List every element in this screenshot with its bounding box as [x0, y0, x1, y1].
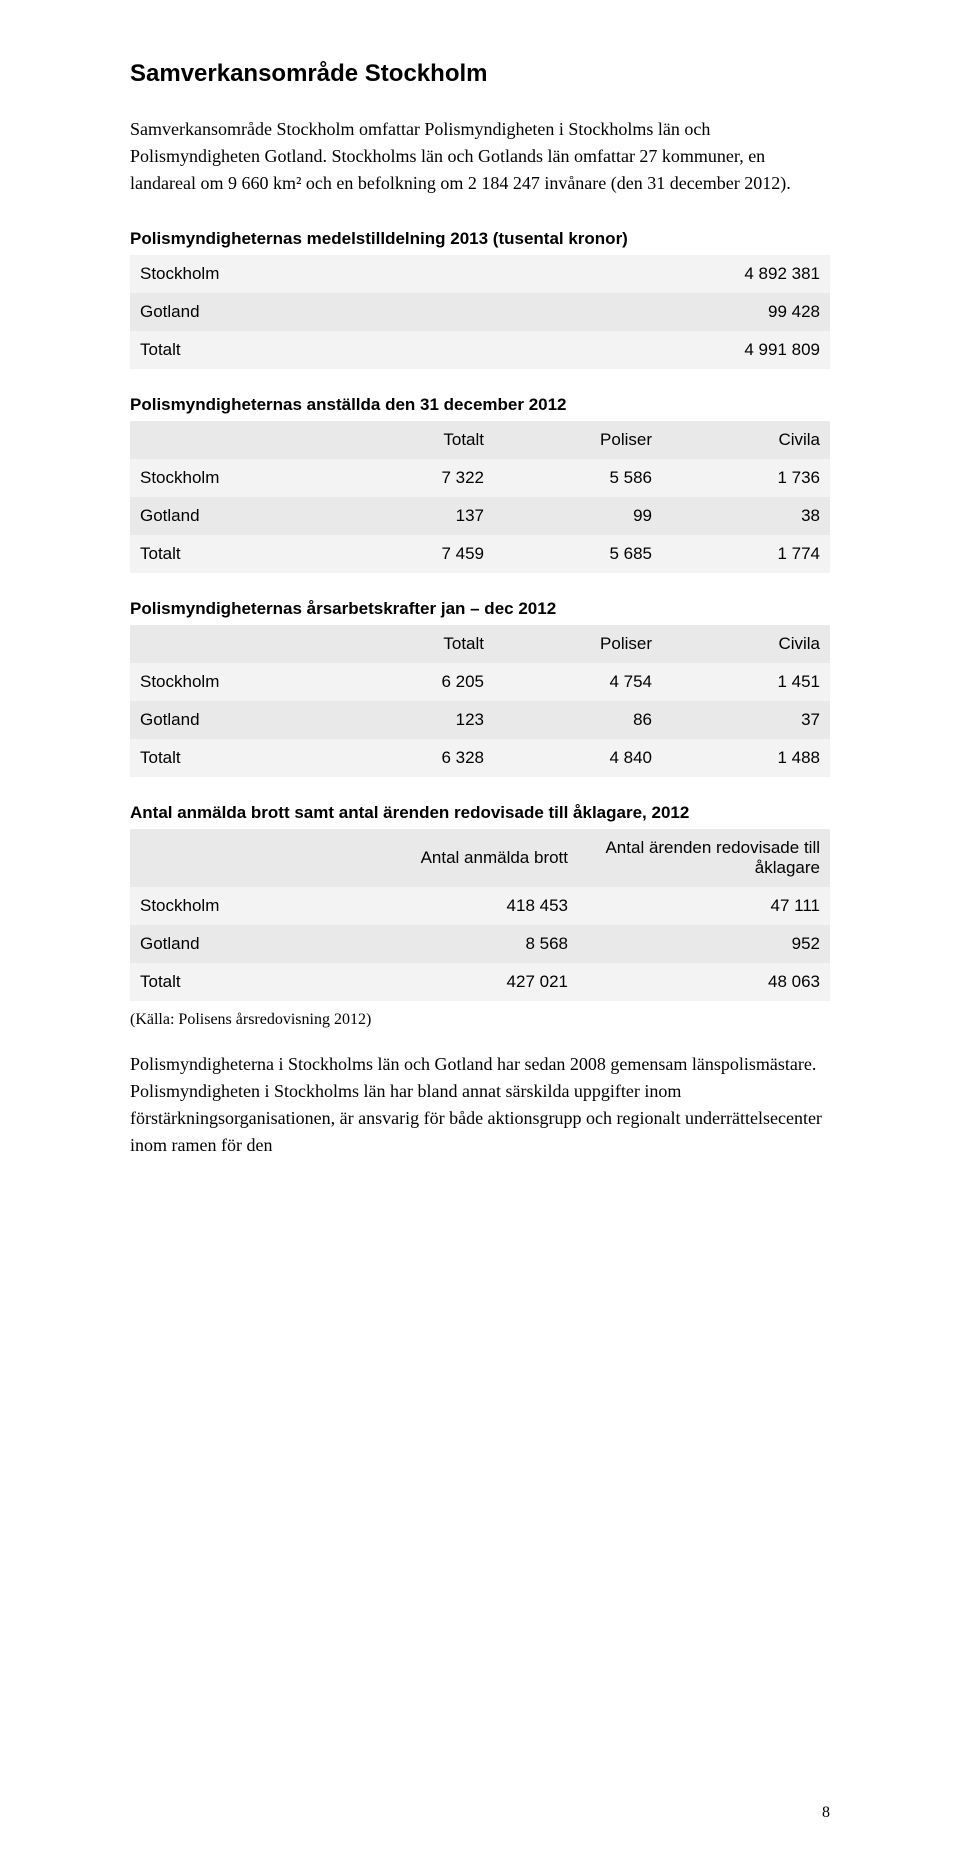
intro-paragraph: Samverkansområde Stockholm omfattar Poli…	[130, 116, 830, 197]
cell-value: 4 991 809	[480, 331, 830, 369]
cell-label: Totalt	[130, 535, 326, 573]
cell-value: 1 488	[662, 739, 830, 777]
cell-value: 99 428	[480, 293, 830, 331]
outro-paragraph: Polismyndigheterna i Stockholms län och …	[130, 1051, 830, 1159]
col-header: Totalt	[326, 421, 494, 459]
cell-label: Stockholm	[130, 663, 326, 701]
table-row: Gotland 123 86 37	[130, 701, 830, 739]
col-header: Totalt	[326, 625, 494, 663]
table-header-row: Totalt Poliser Civila	[130, 421, 830, 459]
col-header: Civila	[662, 625, 830, 663]
table-row: Stockholm 7 322 5 586 1 736	[130, 459, 830, 497]
cell-label: Stockholm	[130, 255, 480, 293]
cell-value: 5 586	[494, 459, 662, 497]
col-header: Antal ärenden redovisade till åklagare	[578, 829, 830, 887]
table-row: Totalt 427 021 48 063	[130, 963, 830, 1001]
page-title: Samverkansområde Stockholm	[130, 60, 830, 88]
cell-value: 4 840	[494, 739, 662, 777]
table-header-row: Totalt Poliser Civila	[130, 625, 830, 663]
page-number: 8	[822, 1804, 830, 1822]
cell-value: 418 453	[326, 887, 578, 925]
cell-label: Totalt	[130, 963, 326, 1001]
table-title-brott: Antal anmälda brott samt antal ärenden r…	[130, 803, 830, 823]
cell-value: 7 322	[326, 459, 494, 497]
cell-value: 1 774	[662, 535, 830, 573]
table-title-arsarbete: Polismyndigheternas årsarbetskrafter jan…	[130, 599, 830, 619]
table-row: Gotland 99 428	[130, 293, 830, 331]
table-row: Totalt 6 328 4 840 1 488	[130, 739, 830, 777]
cell-label: Gotland	[130, 293, 480, 331]
cell-value: 38	[662, 497, 830, 535]
cell-value: 1 736	[662, 459, 830, 497]
cell-label: Gotland	[130, 497, 326, 535]
table-row: Totalt 4 991 809	[130, 331, 830, 369]
col-header: Poliser	[494, 421, 662, 459]
table-row: Stockholm 418 453 47 111	[130, 887, 830, 925]
cell-value: 8 568	[326, 925, 578, 963]
cell-label: Totalt	[130, 331, 480, 369]
cell-value: 5 685	[494, 535, 662, 573]
table-header-row: Antal anmälda brott Antal ärenden redovi…	[130, 829, 830, 887]
cell-value: 37	[662, 701, 830, 739]
cell-value: 7 459	[326, 535, 494, 573]
table-brott: Antal anmälda brott Antal ärenden redovi…	[130, 829, 830, 1001]
cell-value: 48 063	[578, 963, 830, 1001]
cell-value: 99	[494, 497, 662, 535]
cell-value: 1 451	[662, 663, 830, 701]
table-medel: Stockholm 4 892 381 Gotland 99 428 Total…	[130, 255, 830, 369]
cell-value: 6 328	[326, 739, 494, 777]
source-note: (Källa: Polisens årsredovisning 2012)	[130, 1011, 830, 1029]
cell-value: 427 021	[326, 963, 578, 1001]
cell-value: 123	[326, 701, 494, 739]
col-header: Antal anmälda brott	[326, 829, 578, 887]
cell-label: Stockholm	[130, 887, 326, 925]
cell-label: Gotland	[130, 701, 326, 739]
col-header	[130, 625, 326, 663]
cell-value: 4 892 381	[480, 255, 830, 293]
cell-label: Stockholm	[130, 459, 326, 497]
cell-value: 137	[326, 497, 494, 535]
cell-label: Gotland	[130, 925, 326, 963]
col-header: Civila	[662, 421, 830, 459]
table-row: Gotland 8 568 952	[130, 925, 830, 963]
cell-value: 86	[494, 701, 662, 739]
col-header: Poliser	[494, 625, 662, 663]
table-row: Gotland 137 99 38	[130, 497, 830, 535]
table-title-medel: Polismyndigheternas medelstilldelning 20…	[130, 229, 830, 249]
table-row: Totalt 7 459 5 685 1 774	[130, 535, 830, 573]
cell-value: 47 111	[578, 887, 830, 925]
col-header	[130, 829, 326, 887]
cell-value: 4 754	[494, 663, 662, 701]
cell-value: 6 205	[326, 663, 494, 701]
col-header	[130, 421, 326, 459]
cell-label: Totalt	[130, 739, 326, 777]
cell-value: 952	[578, 925, 830, 963]
table-anstallda: Totalt Poliser Civila Stockholm 7 322 5 …	[130, 421, 830, 573]
table-row: Stockholm 4 892 381	[130, 255, 830, 293]
table-title-anstallda: Polismyndigheternas anställda den 31 dec…	[130, 395, 830, 415]
document-page: Samverkansområde Stockholm Samverkansomr…	[0, 0, 960, 1850]
table-row: Stockholm 6 205 4 754 1 451	[130, 663, 830, 701]
table-arsarbete: Totalt Poliser Civila Stockholm 6 205 4 …	[130, 625, 830, 777]
